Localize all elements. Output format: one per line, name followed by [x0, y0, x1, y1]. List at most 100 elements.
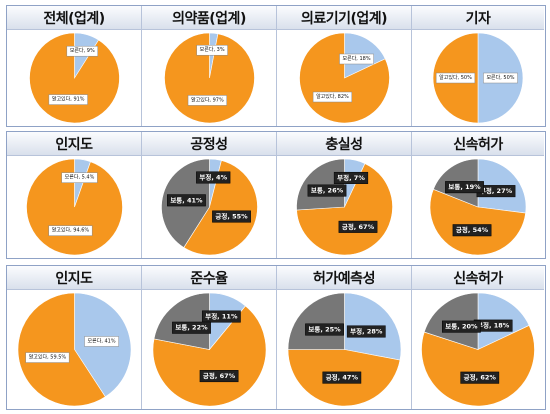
data-label: 긍정, 62% [460, 371, 500, 384]
chart-title: 신속허가 [453, 270, 503, 287]
chart-header: 준수율 [142, 266, 276, 290]
data-label-text: 알고있다, 82% [316, 93, 349, 100]
pie-slice-긍정 [183, 160, 258, 256]
chart-header: 신속허가 [412, 132, 544, 156]
data-label-box [196, 44, 228, 56]
chart-header: 인지도 [7, 266, 141, 290]
data-label-text: 모른다, 50% [486, 74, 514, 81]
data-label-text: 긍정, 67% [203, 371, 236, 380]
chart-title: 공정성 [190, 136, 228, 153]
pie-chart-cell: 공정성 부정, 4% 긍정, 55% 보통, 41% [142, 132, 277, 258]
data-label-box [483, 72, 518, 84]
data-label-text: 모른다, 5.4% [65, 174, 95, 181]
data-label: 알고있다, 91% [48, 94, 88, 105]
pie-chart: 모른다, 3% 알고있다, 97% [164, 32, 255, 124]
data-label-text: 부정, 4% [199, 172, 227, 181]
pie-slice-보통 [153, 292, 210, 350]
chart-header: 충실성 [277, 132, 411, 156]
data-label-text: 보통, 26% [311, 186, 344, 195]
chart-header: 신속허가 [412, 266, 544, 290]
data-label-box [84, 336, 119, 347]
data-label-text: 알고있다, 94.6% [52, 227, 90, 234]
data-label-text: 부정, 11% [205, 312, 238, 321]
chart-header: 의약품(업계) [142, 6, 276, 30]
chart-title: 준수율 [190, 270, 228, 287]
pie-chart: 부정, 27% 긍정, 54% 보통, 19% [429, 158, 527, 256]
chart-title: 신속허가 [453, 136, 503, 153]
data-label-text: 부정, 7% [337, 173, 365, 182]
data-label: 모른다, 50% [483, 72, 518, 84]
data-label: 보통, 22% [172, 321, 211, 334]
data-label: 모른다, 3% [196, 44, 228, 56]
data-label-box [48, 94, 88, 105]
data-label: 보통, 41% [167, 194, 206, 207]
data-label-box [307, 184, 347, 197]
data-label-text: 부정, 27% [480, 186, 513, 195]
data-label-text: 부정, 18% [477, 321, 510, 330]
data-label-box [322, 371, 362, 384]
data-label-box [452, 224, 492, 237]
chart-title: 인지도 [55, 270, 93, 287]
pie-chart-cell: 신속허가 부정, 18% 긍정, 62% 보통, 20% [412, 266, 544, 409]
data-label: 부정, 7% [333, 171, 369, 184]
data-label-text: 알고있다, 91% [52, 96, 85, 103]
data-label: 보통, 26% [307, 184, 347, 197]
pie-chart-cell: 의료기기(업계) 모른다, 18% 알고있다, 82% [277, 6, 412, 126]
data-label: 긍정, 67% [338, 220, 378, 233]
pie-slice-긍정 [421, 325, 535, 407]
data-label-box [61, 172, 98, 183]
chart-title: 기자 [465, 10, 491, 27]
pie-chart: 모른다, 41% 알고있다, 59.5% [17, 292, 132, 407]
pie-chart: 모른다, 50% 알고있다, 50% [432, 32, 524, 124]
chart-header: 공정성 [142, 132, 276, 156]
data-label-box [305, 323, 344, 336]
data-label-box [435, 72, 476, 84]
pie-slice-긍정 [429, 188, 526, 256]
data-label-text: 긍정, 47% [326, 373, 359, 382]
chart-header: 기자 [412, 6, 544, 30]
chart-title: 의료기기(업계) [300, 10, 388, 27]
pie-chart-cell: 인지도 모른다, 41% 알고있다, 59.5% [7, 266, 142, 409]
data-label-text: 알고있다, 50% [439, 74, 472, 81]
data-label-box [312, 91, 353, 103]
pie-chart-cell: 충실성 부정, 7% 긍정, 67% 보통, 26% [277, 132, 412, 258]
data-label-text: 보통, 41% [170, 195, 203, 204]
pie-chart-cell: 허가예측성 부정, 28% 긍정, 47% 보통, 25% [277, 266, 412, 409]
data-label: 보통, 20% [442, 320, 481, 333]
data-label: 알고있다, 82% [312, 91, 353, 103]
data-label-text: 모른다, 9% [70, 47, 95, 54]
data-label: 보통, 19% [445, 181, 484, 194]
data-label-box [172, 321, 211, 334]
data-label: 모른다, 18% [339, 53, 374, 65]
data-label: 모른다, 41% [84, 336, 119, 347]
data-label-text: 부정, 28% [350, 326, 383, 335]
data-label-box [339, 53, 374, 65]
chart-title: 충실성 [325, 136, 363, 153]
chart-panel-row-1: 전체(업계) 모른다, 9% 알고있다, 91% 의약품(업계) 모른다, 3% 알… [6, 5, 546, 127]
data-label: 알고있다, 50% [435, 72, 476, 84]
chart-panel-row-3: 인지도 모른다, 41% 알고있다, 59.5% 준수율 부정, 11% 긍정, 6… [6, 265, 546, 410]
data-label-text: 긍정, 67% [342, 222, 375, 231]
data-label-text: 보통, 22% [175, 323, 208, 332]
pie-chart-cell: 기자 모른다, 50% 알고있다, 50% [412, 6, 544, 126]
data-label: 모른다, 9% [66, 45, 98, 57]
data-label-box [442, 320, 481, 333]
pie-chart: 모른다, 5.4% 알고있다, 94.6% [26, 158, 123, 256]
data-label-text: 모른다, 3% [200, 46, 225, 53]
chart-title: 의약품(업계) [172, 10, 246, 27]
data-label-box [25, 352, 70, 363]
data-label: 알고있다, 59.5% [25, 352, 70, 363]
pie-slice-알고있다 [17, 292, 106, 407]
data-label: 부정, 4% [196, 171, 231, 184]
chart-panel-row-2: 인지도 모른다, 5.4% 알고있다, 94.6% 공정성 부정, 4% 긍정, 5… [6, 131, 546, 259]
data-label: 긍정, 67% [199, 370, 239, 383]
data-label: 모른다, 5.4% [61, 172, 98, 183]
data-label: 긍정, 55% [212, 210, 251, 223]
data-label-box [48, 225, 93, 236]
data-label-box [187, 95, 227, 106]
data-label-box [196, 171, 231, 184]
data-label-box [212, 210, 251, 223]
pie-chart: 부정, 7% 긍정, 67% 보통, 26% [296, 158, 393, 256]
chart-header: 전체(업계) [7, 6, 141, 30]
chart-title: 인지도 [55, 136, 93, 153]
